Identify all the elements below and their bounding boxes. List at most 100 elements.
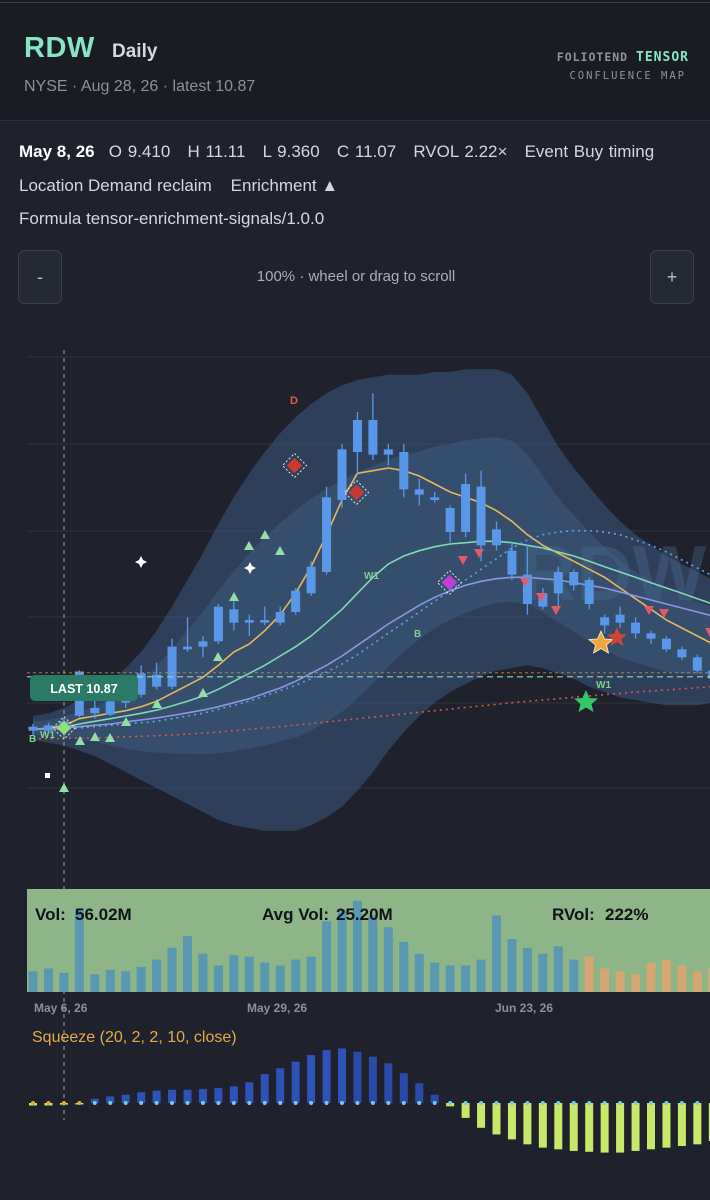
last-price-label: LAST 10.87 <box>50 682 117 696</box>
rvol-value: 222% <box>605 905 648 924</box>
candle <box>414 478 424 506</box>
time-tick: May 29, 26 <box>247 1001 307 1015</box>
squeeze-dot <box>92 1101 97 1105</box>
volume-bar <box>167 947 177 992</box>
volume-bar <box>90 974 100 992</box>
volume-bar <box>399 941 409 992</box>
ticker-symbol: RDW <box>24 32 95 64</box>
squeeze-bar <box>662 1103 671 1148</box>
squeeze-bar <box>338 1048 346 1103</box>
enrichment-text: Enrichment ▲ <box>230 176 339 195</box>
squeeze-bar <box>477 1103 486 1128</box>
down-triangle-markers <box>458 549 710 637</box>
squeeze-bar <box>276 1068 285 1103</box>
volume-bar <box>646 962 656 992</box>
squeeze-dot <box>448 1101 453 1105</box>
squeeze-bar <box>585 1103 594 1152</box>
wave-label: W1 <box>40 730 55 741</box>
chart-header: RDW Daily NYSE · Aug 28, 26 · latest 10.… <box>0 0 710 121</box>
top-divider <box>0 2 710 3</box>
candle-body <box>275 612 285 623</box>
exchange-subline: NYSE · Aug 28, 26 · latest 10.87 <box>24 78 256 95</box>
squeeze-dot <box>123 1101 128 1105</box>
candle-body <box>661 638 671 650</box>
squeeze-bar <box>616 1103 625 1153</box>
squeeze-bar <box>461 1103 470 1118</box>
candle-body <box>229 609 239 623</box>
candle-body <box>28 726 38 731</box>
vol-label: Vol: <box>35 905 66 924</box>
squeeze-dot <box>31 1101 35 1105</box>
candle-body <box>368 420 378 455</box>
candle-body <box>291 590 301 612</box>
volume-bar <box>368 915 378 992</box>
squeeze-bar <box>368 1056 377 1103</box>
squeeze-bar <box>415 1083 424 1103</box>
candle-body <box>445 508 455 532</box>
squeeze-title: Squeeze (20, 2, 2, 10, close) <box>32 1029 237 1046</box>
candle <box>28 724 38 735</box>
buy-label: B <box>29 734 36 745</box>
candle-body <box>569 572 579 586</box>
moving-average-line <box>32 467 710 731</box>
candle <box>461 473 471 538</box>
candle <box>445 505 455 543</box>
candle <box>43 722 53 732</box>
squeeze-dot <box>231 1101 236 1105</box>
squeeze-dot <box>247 1101 252 1105</box>
candle <box>291 588 301 615</box>
squeeze-bar <box>198 1088 207 1103</box>
candle <box>183 617 192 652</box>
candle-body <box>90 708 100 714</box>
squeeze-bar <box>229 1086 238 1103</box>
squeeze-dot <box>340 1101 344 1105</box>
moving-average-lines <box>32 467 710 740</box>
candle <box>692 654 702 674</box>
squeeze-dot <box>154 1101 159 1105</box>
candle <box>167 638 177 690</box>
candle-body <box>136 673 146 695</box>
squeeze-dot <box>525 1101 530 1105</box>
volume-bar <box>692 971 702 992</box>
squeeze-dot <box>432 1101 437 1105</box>
volume-bar <box>383 927 393 992</box>
candle-body <box>352 420 362 452</box>
zoom-out-button[interactable]: - <box>18 250 62 304</box>
squeeze-dot <box>170 1101 175 1105</box>
up-triangle-marker <box>59 783 69 792</box>
wave-label: W1 <box>596 680 611 691</box>
zoom-in-button[interactable]: + <box>650 250 694 304</box>
volume-bar <box>584 956 594 992</box>
squeeze-bar <box>600 1103 609 1153</box>
candle-body <box>692 657 702 671</box>
candle-body <box>492 529 501 546</box>
star-marker <box>587 630 615 654</box>
squeeze-bar <box>183 1089 192 1103</box>
volume-bar <box>213 965 223 992</box>
volume-bar <box>136 966 146 992</box>
time-tick: Jun 23, 26 <box>495 1001 553 1015</box>
squeeze-dot <box>556 1101 561 1105</box>
volume-bar <box>59 972 69 992</box>
squeeze-bar <box>523 1103 532 1145</box>
squeeze-dot <box>602 1101 607 1105</box>
squeeze-dot <box>46 1101 51 1105</box>
volume-bar <box>183 936 192 992</box>
squeeze-dot <box>139 1101 144 1105</box>
volume-bar <box>198 953 208 992</box>
candle <box>352 412 362 474</box>
candle-body <box>198 641 208 647</box>
squeeze-dot <box>479 1101 484 1105</box>
volume-bar <box>275 965 285 992</box>
squeeze-dot <box>216 1101 221 1105</box>
star-marker <box>607 627 627 646</box>
volume-bar <box>538 953 548 992</box>
distribution-label: D <box>290 395 298 407</box>
candle-body <box>538 593 548 607</box>
candle-body <box>708 670 710 679</box>
candle <box>306 561 316 596</box>
candle <box>368 393 378 460</box>
time-axis: May 6, 26 May 29, 26 Jun 23, 26 <box>34 1001 553 1015</box>
candle-body <box>43 725 53 731</box>
